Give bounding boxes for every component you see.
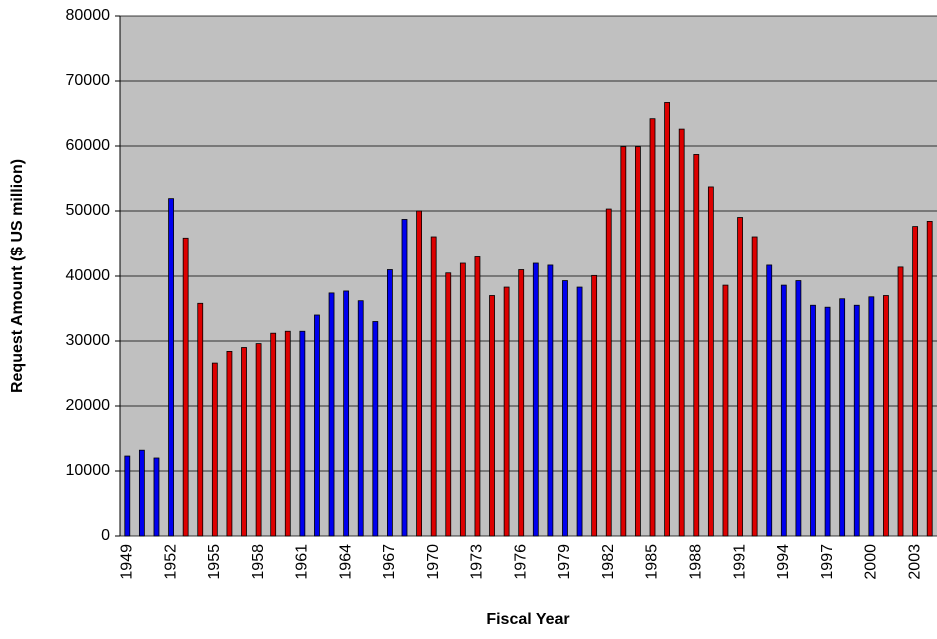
bar: [620, 146, 627, 537]
bar: [664, 102, 670, 537]
x-tick-label: 1967: [381, 544, 398, 580]
y-tick-label: 60000: [66, 137, 111, 154]
bar: [518, 269, 525, 537]
x-tick-label: 1994: [775, 544, 792, 580]
bar: [226, 350, 233, 537]
bar: [883, 295, 889, 537]
bar: [124, 455, 131, 537]
x-tick-label: 1979: [556, 544, 573, 580]
bar: [810, 304, 816, 537]
bar: [284, 330, 291, 537]
x-axis-title: Fiscal Year: [486, 611, 569, 628]
x-tick-label: 1949: [119, 544, 136, 580]
bar: [299, 330, 306, 537]
bar: [649, 118, 656, 537]
bar: [430, 236, 437, 537]
bar: [401, 219, 408, 537]
y-tick-label: 40000: [66, 267, 111, 284]
bar: [853, 304, 860, 537]
bar: [737, 217, 743, 537]
y-tick-label: 10000: [66, 462, 111, 479]
bar: [474, 256, 481, 537]
bar: [635, 146, 641, 537]
bar: [722, 284, 729, 537]
bar: [562, 280, 568, 537]
x-tick-label: 2003: [906, 544, 923, 580]
bar: [547, 264, 554, 537]
x-tick-label: 1976: [512, 544, 529, 580]
bar: [182, 237, 189, 537]
x-tick-label: 1997: [819, 544, 836, 580]
bar: [489, 295, 495, 537]
bar: [766, 264, 773, 537]
bar: [138, 449, 145, 537]
bar: [839, 298, 846, 537]
bar: [532, 262, 539, 537]
x-tick-label: 2000: [863, 544, 880, 580]
bar: [780, 284, 787, 537]
y-tick-label: 70000: [66, 72, 111, 89]
bar: [153, 457, 160, 537]
bar: [912, 226, 919, 537]
bar: [459, 262, 466, 537]
bar: [678, 128, 685, 537]
bar: [693, 154, 700, 537]
bar: [241, 347, 247, 537]
bar: [751, 236, 758, 537]
bar: [416, 210, 422, 537]
bar: [445, 272, 452, 537]
x-tick-label: 1973: [469, 544, 486, 580]
x-tick-label: 1985: [644, 544, 661, 580]
bar: [255, 343, 262, 537]
bar: [605, 208, 612, 537]
x-tick-label: 1988: [687, 544, 704, 580]
y-axis-title: Request Amount ($ US million): [9, 159, 26, 393]
bar: [591, 274, 598, 537]
bar: [868, 296, 875, 537]
y-tick-label: 0: [101, 527, 110, 544]
x-tick-label: 1970: [425, 544, 442, 580]
bar: [270, 332, 277, 537]
x-tick-label: 1961: [294, 544, 311, 580]
y-tick-label: 50000: [66, 202, 111, 219]
bar: [897, 266, 904, 537]
bar: [328, 292, 335, 537]
x-tick-label: 1964: [337, 544, 354, 580]
y-tick-label: 20000: [66, 397, 111, 414]
y-tick-label: 30000: [66, 332, 111, 349]
bar: [576, 286, 583, 537]
bar: [211, 362, 218, 537]
bar: [926, 220, 933, 537]
bar: [357, 300, 364, 537]
bar: [314, 314, 320, 537]
x-tick-label: 1991: [731, 544, 748, 580]
bar: [168, 198, 174, 537]
x-tick-label: 1952: [162, 544, 179, 580]
x-tick-label: 1958: [250, 544, 267, 580]
bar: [707, 186, 714, 537]
bar: [387, 269, 393, 537]
y-tick-label: 80000: [66, 7, 111, 24]
bar: [343, 290, 350, 537]
bar: [503, 286, 510, 537]
x-tick-label: 1955: [206, 544, 223, 580]
bar: [795, 280, 802, 537]
bar: [824, 306, 831, 537]
bar: [372, 321, 379, 537]
x-tick-label: 1982: [600, 544, 617, 580]
bar: [197, 302, 204, 537]
